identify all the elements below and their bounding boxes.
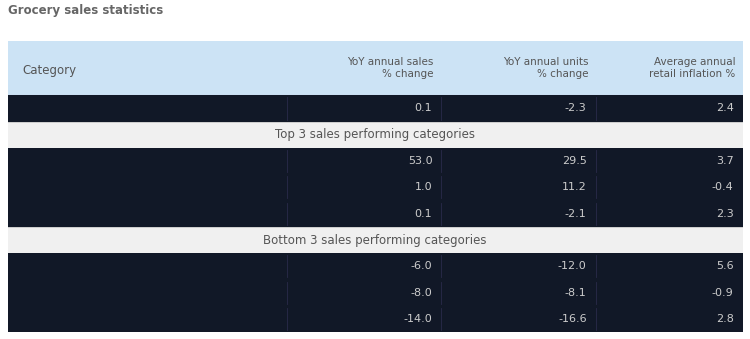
Text: YoY annual sales
% change: YoY annual sales % change [347, 57, 433, 79]
FancyBboxPatch shape [8, 41, 742, 95]
Text: 0.1: 0.1 [415, 103, 432, 114]
Text: -6.0: -6.0 [411, 261, 432, 272]
Text: Bottom 3 sales performing categories: Bottom 3 sales performing categories [263, 234, 487, 246]
FancyBboxPatch shape [8, 122, 742, 148]
FancyBboxPatch shape [8, 253, 742, 280]
Text: Average annual
retail inflation %: Average annual retail inflation % [649, 57, 735, 79]
Text: 3.7: 3.7 [716, 156, 734, 166]
Text: -8.1: -8.1 [565, 288, 586, 298]
Text: Grocery sales statistics: Grocery sales statistics [8, 4, 163, 17]
Text: 1.0: 1.0 [415, 182, 432, 193]
Text: 5.6: 5.6 [716, 261, 734, 272]
Text: 29.5: 29.5 [562, 156, 586, 166]
Text: -8.0: -8.0 [410, 288, 432, 298]
Text: -2.3: -2.3 [565, 103, 586, 114]
Text: -12.0: -12.0 [558, 261, 586, 272]
Text: Category: Category [22, 64, 76, 77]
FancyBboxPatch shape [8, 95, 742, 122]
FancyBboxPatch shape [8, 280, 742, 306]
Text: 53.0: 53.0 [408, 156, 432, 166]
FancyBboxPatch shape [8, 201, 742, 227]
Text: 2.8: 2.8 [716, 314, 734, 324]
Text: -0.9: -0.9 [712, 288, 734, 298]
FancyBboxPatch shape [8, 227, 742, 253]
FancyBboxPatch shape [8, 306, 742, 332]
Text: 2.3: 2.3 [716, 209, 734, 219]
Text: -14.0: -14.0 [404, 314, 432, 324]
Text: 2.4: 2.4 [716, 103, 734, 114]
FancyBboxPatch shape [8, 148, 742, 174]
Text: 0.1: 0.1 [415, 209, 432, 219]
Text: 11.2: 11.2 [562, 182, 586, 193]
FancyBboxPatch shape [8, 174, 742, 201]
Text: -0.4: -0.4 [712, 182, 734, 193]
Text: -16.6: -16.6 [558, 314, 586, 324]
Text: YoY annual units
% change: YoY annual units % change [503, 57, 588, 79]
Text: -2.1: -2.1 [565, 209, 586, 219]
Text: Top 3 sales performing categories: Top 3 sales performing categories [275, 128, 475, 141]
